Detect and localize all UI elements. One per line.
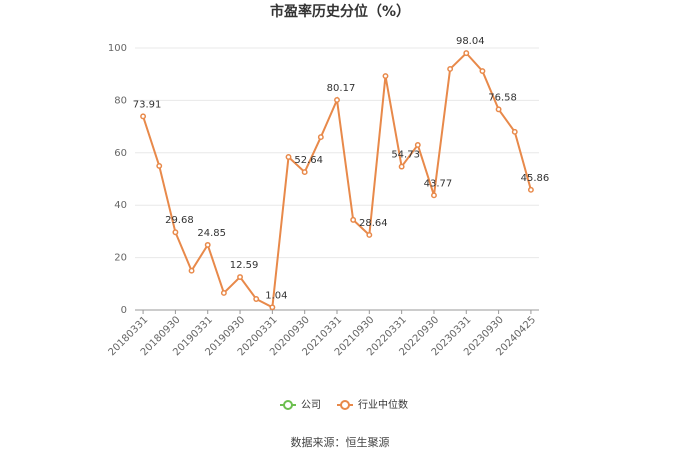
point bbox=[463, 50, 470, 57]
point bbox=[511, 128, 518, 135]
source: 数据来源：恒生聚源 bbox=[291, 435, 390, 449]
y-tick-label: 100 bbox=[108, 43, 127, 54]
point bbox=[220, 290, 227, 296]
point bbox=[172, 229, 179, 236]
value-label: 73.91 bbox=[133, 99, 162, 110]
point bbox=[204, 241, 211, 248]
point bbox=[188, 267, 195, 274]
point bbox=[398, 163, 405, 170]
value-label: 80.17 bbox=[327, 83, 356, 94]
chart-title: 市盈率历史分位（%） bbox=[270, 3, 410, 20]
y-tick-label: 0 bbox=[121, 305, 127, 316]
value-label: 98.04 bbox=[456, 36, 485, 47]
value-label: 24.85 bbox=[197, 228, 226, 239]
value-label: 1.04 bbox=[265, 290, 287, 301]
point bbox=[269, 304, 276, 311]
point bbox=[237, 274, 243, 280]
point bbox=[431, 192, 437, 199]
point bbox=[334, 97, 340, 103]
value-label: 29.68 bbox=[165, 215, 194, 226]
point bbox=[447, 66, 454, 72]
y-tick-label: 60 bbox=[114, 148, 127, 159]
value-label: 52.64 bbox=[294, 155, 323, 166]
point bbox=[479, 68, 486, 75]
point bbox=[414, 141, 421, 148]
point bbox=[140, 113, 147, 120]
value-label: 45.86 bbox=[521, 173, 550, 184]
legend-marker bbox=[283, 400, 293, 410]
value-label: 28.64 bbox=[359, 218, 388, 229]
value-label: 43.77 bbox=[424, 178, 453, 189]
y-tick-label: 20 bbox=[114, 253, 127, 264]
point bbox=[156, 162, 163, 169]
point bbox=[253, 296, 260, 302]
point bbox=[285, 154, 292, 160]
y-tick-label: 40 bbox=[114, 200, 127, 211]
value-label: 76.58 bbox=[488, 92, 517, 103]
point bbox=[301, 169, 308, 176]
point bbox=[317, 134, 324, 141]
point bbox=[527, 186, 534, 193]
value-label: 54.73 bbox=[391, 150, 420, 161]
y-tick-label: 80 bbox=[114, 95, 127, 106]
point bbox=[350, 216, 357, 223]
point bbox=[495, 106, 502, 113]
point bbox=[366, 232, 373, 238]
legend-marker bbox=[340, 400, 350, 410]
point bbox=[382, 73, 389, 79]
legend-label: 公司 bbox=[301, 400, 321, 411]
legend-label: 行业中位数 bbox=[358, 398, 408, 411]
value-label: 12.59 bbox=[230, 260, 259, 271]
